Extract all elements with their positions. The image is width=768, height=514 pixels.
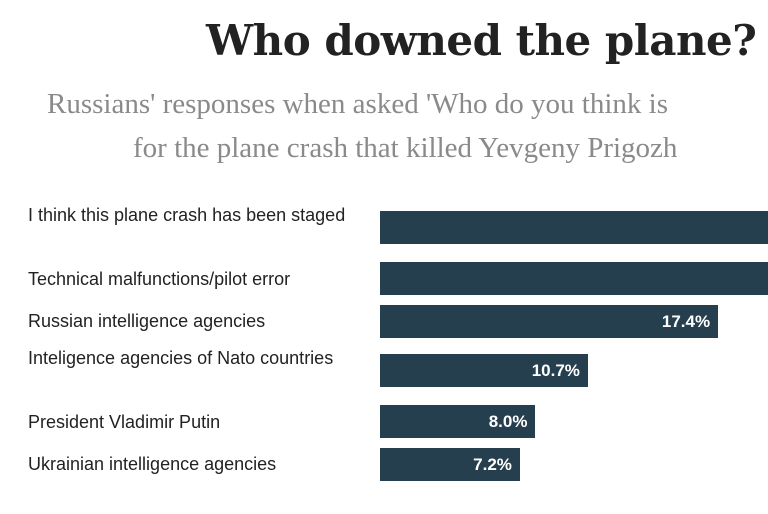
value-label: 8.0%: [488, 412, 528, 431]
bar: [380, 262, 768, 295]
bar: [380, 448, 520, 481]
value-label: 17.4%: [661, 312, 711, 331]
chart-subtitle: for the plane crash that killed Yevgeny …: [133, 132, 678, 164]
value-label: 10.7%: [531, 361, 580, 380]
category-label: President Vladimir Putin: [28, 412, 221, 432]
category-label: I think this plane crash has been staged: [28, 205, 346, 225]
category-label: Technical malfunctions/pilot error: [28, 269, 291, 289]
category-label: Inteligence agencies of Nato countries: [28, 348, 334, 368]
category-label: Ukrainian intelligence agencies: [28, 454, 277, 474]
bar: [380, 305, 719, 338]
bar: [380, 211, 768, 244]
chart-title: Who downed the plane?: [206, 16, 757, 65]
value-label: 7.2%: [473, 455, 512, 474]
chart-subtitle: Russians' responses when asked 'Who do y…: [47, 88, 669, 120]
bar: [380, 405, 536, 438]
bar: [380, 354, 588, 387]
category-label: Russian intelligence agencies: [28, 311, 266, 331]
